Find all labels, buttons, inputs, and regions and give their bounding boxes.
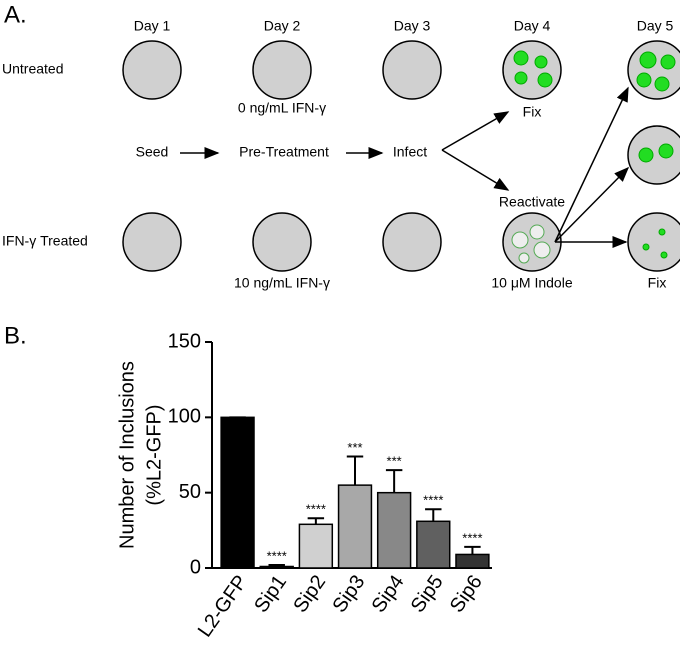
y-axis-label: (%L2-GFP) <box>143 404 165 505</box>
day-label: Day 5 <box>637 18 674 34</box>
step-label: Seed <box>136 144 169 160</box>
day-label: Day 3 <box>394 18 431 34</box>
x-tick-label: Sip2 <box>289 571 330 616</box>
dose-label: 10 ng/mL IFN-γ <box>234 275 330 291</box>
x-tick-label: Sip6 <box>446 571 487 616</box>
significance-label: **** <box>306 502 326 517</box>
significance-label: **** <box>423 493 443 508</box>
bar <box>259 565 294 569</box>
day-label: Day 1 <box>134 18 171 34</box>
fix-label: Fix <box>648 275 667 291</box>
bar <box>220 416 255 569</box>
dose-label: 0 ng/mL IFN-γ <box>238 100 326 116</box>
y-tick-label: 100 <box>168 406 201 428</box>
row-label: Untreated <box>2 61 63 77</box>
arrows <box>180 86 630 248</box>
significance-label: *** <box>387 454 402 469</box>
significance-label: **** <box>267 548 287 563</box>
y-axis-label: Number of Inclusions <box>116 361 138 549</box>
step-label: Infect <box>393 144 427 160</box>
y-tick-label: 50 <box>179 481 201 503</box>
dishes <box>122 40 680 272</box>
row-label: IFN-γ Treated <box>2 233 88 249</box>
bar <box>298 523 334 569</box>
significance-label: **** <box>462 530 482 545</box>
day-label: Day 4 <box>514 18 551 34</box>
x-tick-label: Sip3 <box>328 571 369 616</box>
bar <box>455 553 490 569</box>
significance-label: *** <box>347 440 362 455</box>
reactivate-label: Reactivate <box>499 194 565 210</box>
x-tick-label: L2-GFP <box>194 571 252 641</box>
panel-label: A. <box>4 1 27 28</box>
y-tick-label: 150 <box>168 330 201 352</box>
bar <box>337 484 373 569</box>
x-tick-label: Sip4 <box>368 571 409 616</box>
bar <box>416 520 451 569</box>
indole-label: 10 μM Indole <box>491 275 572 291</box>
panel-label: B. <box>4 322 27 349</box>
x-tick-label: Sip5 <box>407 571 448 616</box>
step-label: Pre-Treatment <box>239 144 329 160</box>
fix-label: Fix <box>523 104 542 120</box>
bar <box>376 491 412 569</box>
day-label: Day 2 <box>264 18 301 34</box>
y-tick-label: 0 <box>190 556 201 578</box>
x-tick-label: Sip1 <box>250 571 291 616</box>
